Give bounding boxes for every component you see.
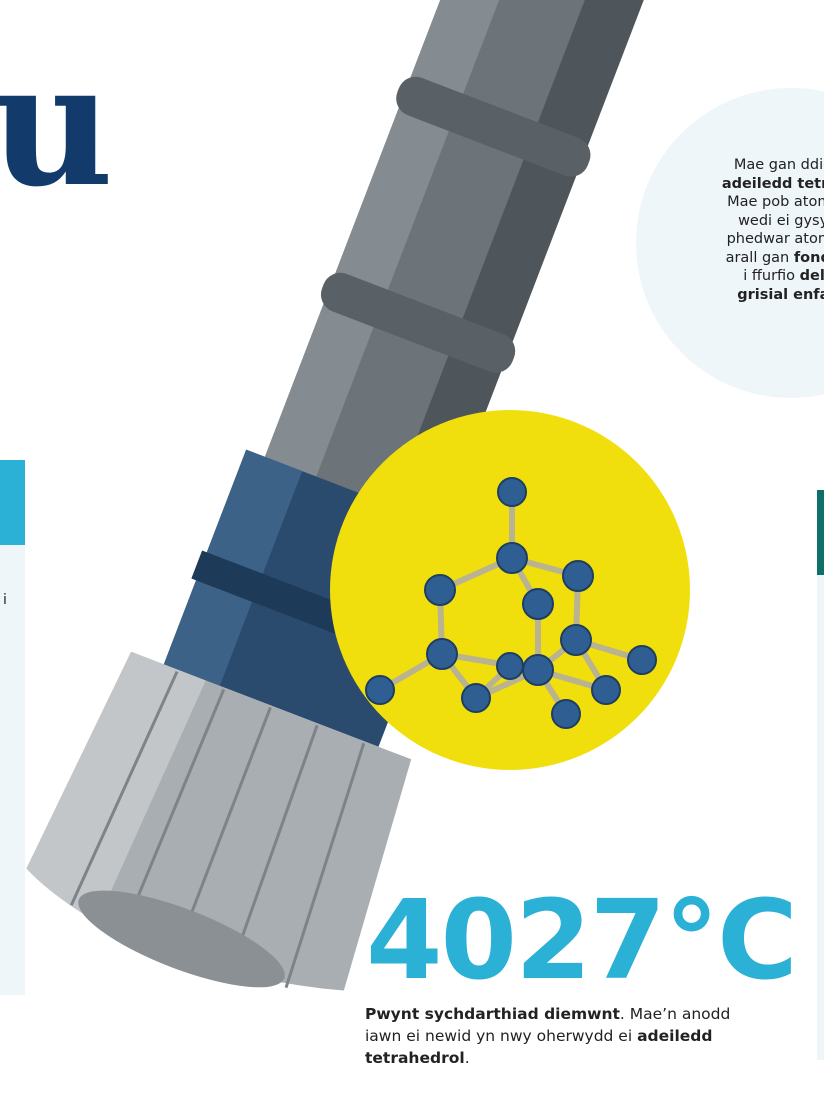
text: .: [465, 1049, 470, 1067]
molecule-circle: [330, 410, 690, 770]
infographic: u i Mae gan ddiemadeiledd tetraheMae pob…: [0, 0, 824, 1120]
stat-value: 4027°C: [366, 885, 796, 995]
stat-caption: Pwynt sychdarthiad diemwnt. Mae’n anodd …: [365, 1003, 760, 1069]
bold-text: Pwynt sychdarthiad diemwnt: [365, 1005, 620, 1023]
page: u i Mae gan ddiemadeiledd tetraheMae pob…: [0, 0, 824, 1120]
